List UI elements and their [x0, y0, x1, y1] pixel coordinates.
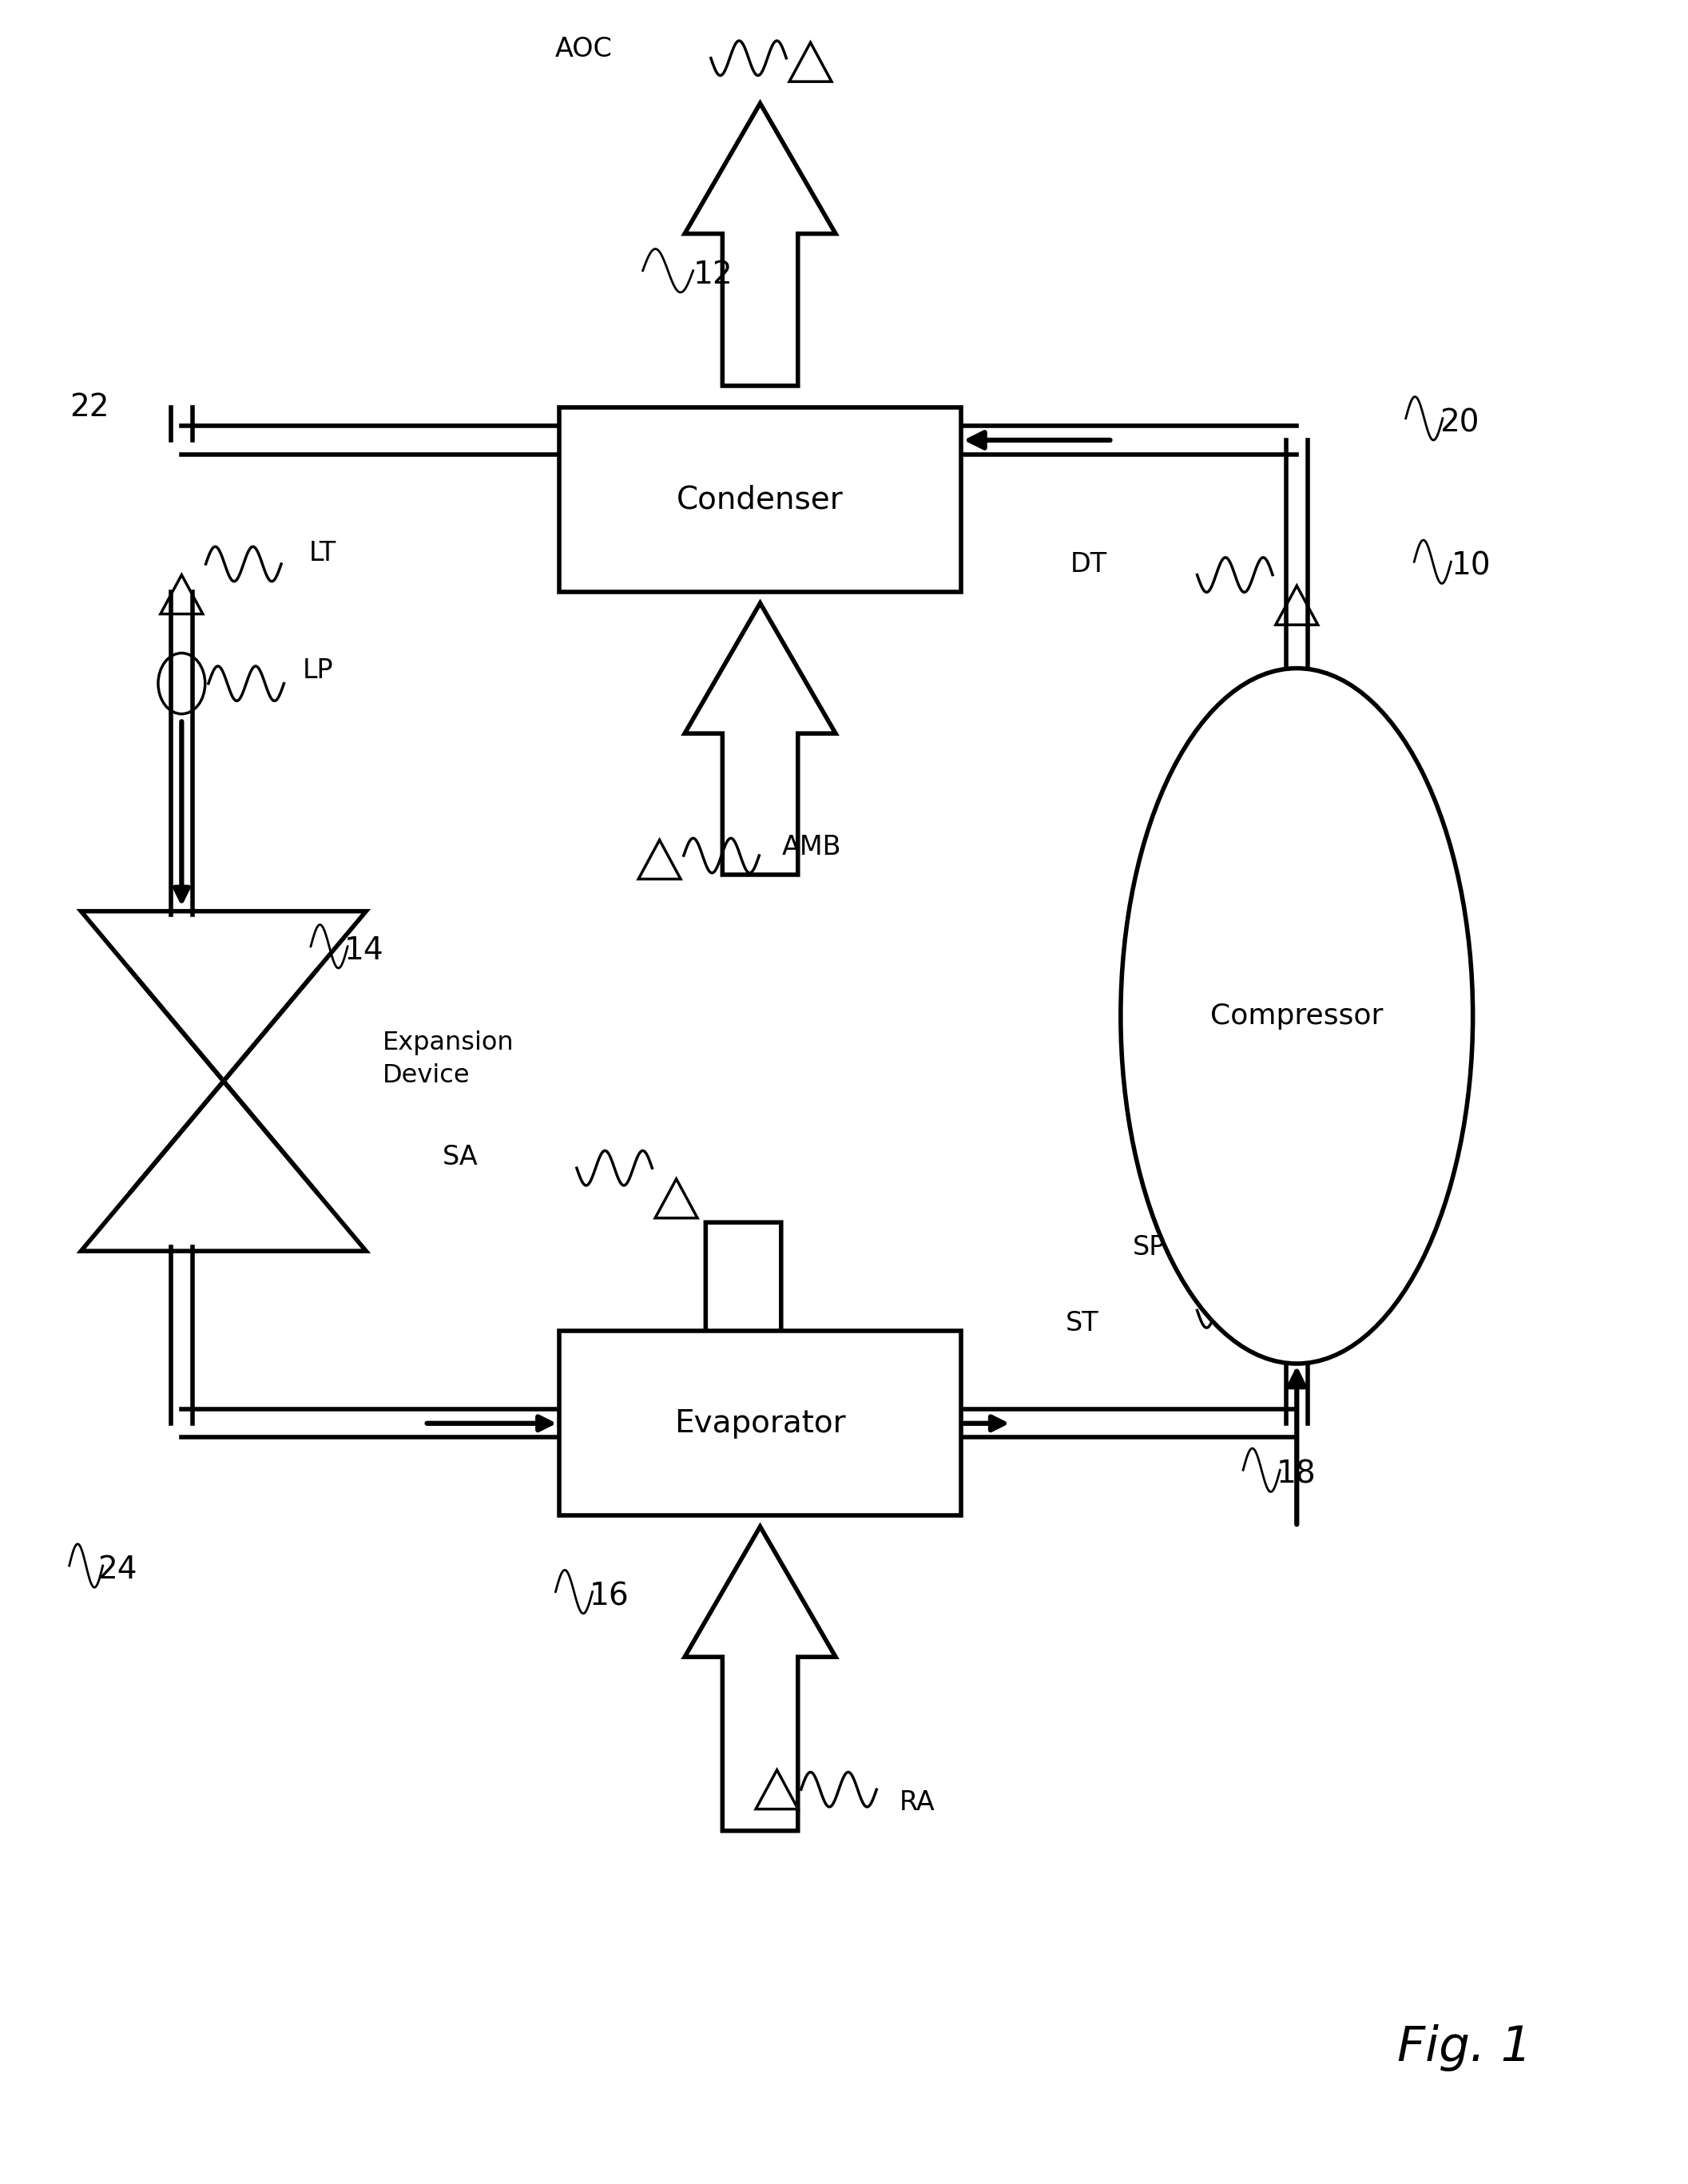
Text: 10: 10 — [1452, 550, 1491, 581]
Ellipse shape — [1121, 668, 1474, 1363]
Text: Fig. 1: Fig. 1 — [1398, 2025, 1531, 2073]
Text: RA: RA — [900, 1789, 935, 1815]
Text: DT: DT — [1070, 550, 1107, 577]
Text: 18: 18 — [1276, 1459, 1317, 1489]
Text: AMB: AMB — [782, 834, 842, 860]
Text: 22: 22 — [69, 393, 108, 424]
Text: Evaporator: Evaporator — [675, 1409, 846, 1439]
Text: LT: LT — [309, 539, 336, 566]
Text: 20: 20 — [1440, 408, 1479, 439]
Text: 14: 14 — [344, 935, 383, 965]
Text: LP: LP — [302, 657, 333, 684]
Text: Expansion
Device: Expansion Device — [383, 1031, 515, 1088]
Text: SA: SA — [442, 1144, 478, 1171]
Text: Compressor: Compressor — [1210, 1002, 1382, 1029]
Bar — [559, 408, 962, 592]
Text: 12: 12 — [694, 260, 733, 290]
Text: SP: SP — [1133, 1234, 1166, 1260]
Text: 16: 16 — [589, 1581, 630, 1612]
Text: Condenser: Condenser — [677, 485, 844, 515]
Bar — [559, 1330, 962, 1516]
Text: 24: 24 — [98, 1555, 137, 1586]
Text: AOC: AOC — [555, 37, 613, 63]
Text: ST: ST — [1065, 1310, 1099, 1337]
